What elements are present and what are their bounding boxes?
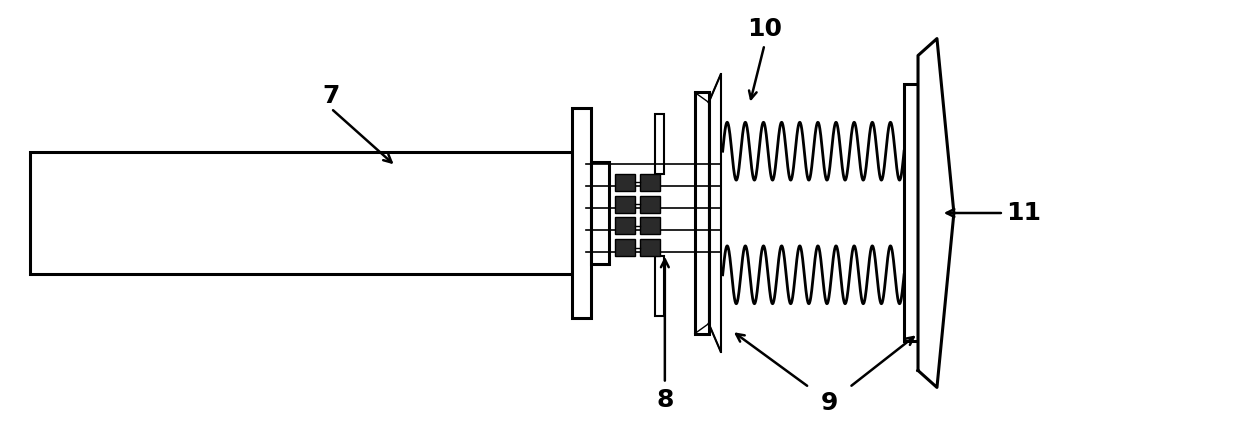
Bar (640, 174, 660, 190)
Bar (694, 92, 709, 334)
Text: 10: 10 (746, 17, 782, 40)
Bar (640, 218, 660, 234)
Polygon shape (918, 39, 954, 387)
Text: 7: 7 (322, 84, 340, 108)
Bar (904, 84, 918, 340)
Bar (655, 256, 663, 316)
Text: 11: 11 (1006, 201, 1042, 225)
Bar (615, 239, 635, 256)
Bar (591, 162, 609, 264)
Text: 8: 8 (656, 389, 673, 412)
Bar (615, 196, 635, 213)
Text: 9: 9 (821, 391, 838, 415)
Bar (572, 108, 591, 318)
Bar (615, 174, 635, 190)
Bar (640, 196, 660, 213)
Bar (30, 152, 572, 274)
Bar (615, 218, 635, 234)
Bar (655, 114, 663, 174)
Bar (640, 239, 660, 256)
